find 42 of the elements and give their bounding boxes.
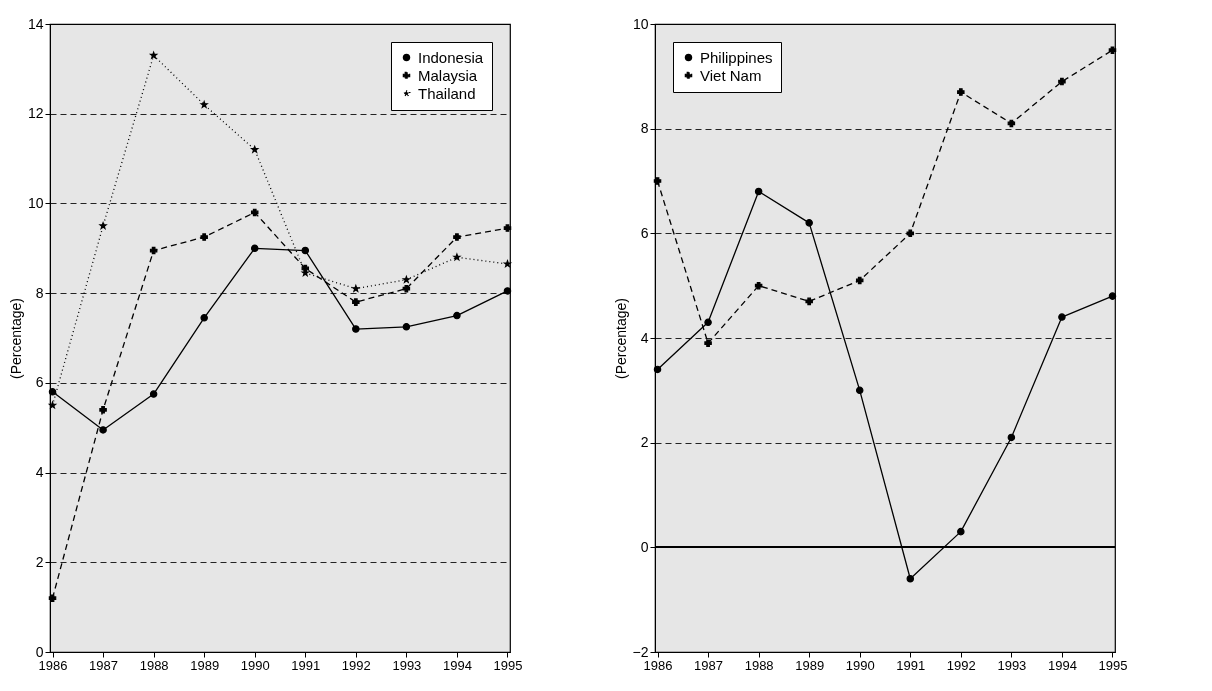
y-tick-label: 10 [632,15,649,32]
y-tick-label: 8 [35,284,44,301]
legend-label: Viet Nam [700,66,762,84]
y-axis-title: (Percentage) [7,298,24,379]
y-tick-label: 4 [35,464,44,481]
y-tick-label: 2 [640,434,649,451]
legend-label: Thailand [418,84,476,102]
y-tick-label: 14 [27,15,44,32]
y-tick-label: −2 [632,643,649,660]
y-tick-label: 12 [27,105,44,122]
x-tick-label: 1994 [442,657,472,673]
legend-label: Indonesia [418,48,484,66]
x-tick-label: 1988 [139,657,169,673]
legend-label: Malaysia [418,66,478,84]
y-tick-label: 6 [640,224,649,241]
x-tick-label: 1987 [89,657,119,673]
y-tick-label: 2 [35,553,44,570]
x-tick-label: 1986 [38,657,68,673]
x-tick-label: 1991 [291,657,321,673]
x-tick-label: 1991 [896,657,926,673]
y-tick-label: 0 [35,643,44,660]
x-tick-label: 1995 [493,657,523,673]
x-tick-label: 1994 [1047,657,1077,673]
x-tick-label: 1993 [997,657,1027,673]
x-tick-label: 1989 [795,657,825,673]
y-tick-label: 0 [640,538,649,555]
x-tick-label: 1989 [190,657,220,673]
y-tick-label: 8 [640,120,649,137]
x-tick-label: 1986 [643,657,673,673]
y-tick-label: 10 [27,194,44,211]
x-tick-label: 1992 [341,657,371,673]
x-tick-label: 1987 [694,657,724,673]
y-tick-label: 4 [640,329,649,346]
x-tick-label: 1992 [946,657,976,673]
x-tick-label: 1995 [1098,657,1128,673]
legend-label: Philippines [700,48,773,66]
x-tick-label: 1990 [240,657,270,673]
x-tick-label: 1990 [845,657,875,673]
y-tick-label: 6 [35,374,44,391]
x-tick-label: 1988 [744,657,774,673]
y-axis-title: (Percentage) [612,298,629,379]
x-tick-label: 1993 [392,657,422,673]
